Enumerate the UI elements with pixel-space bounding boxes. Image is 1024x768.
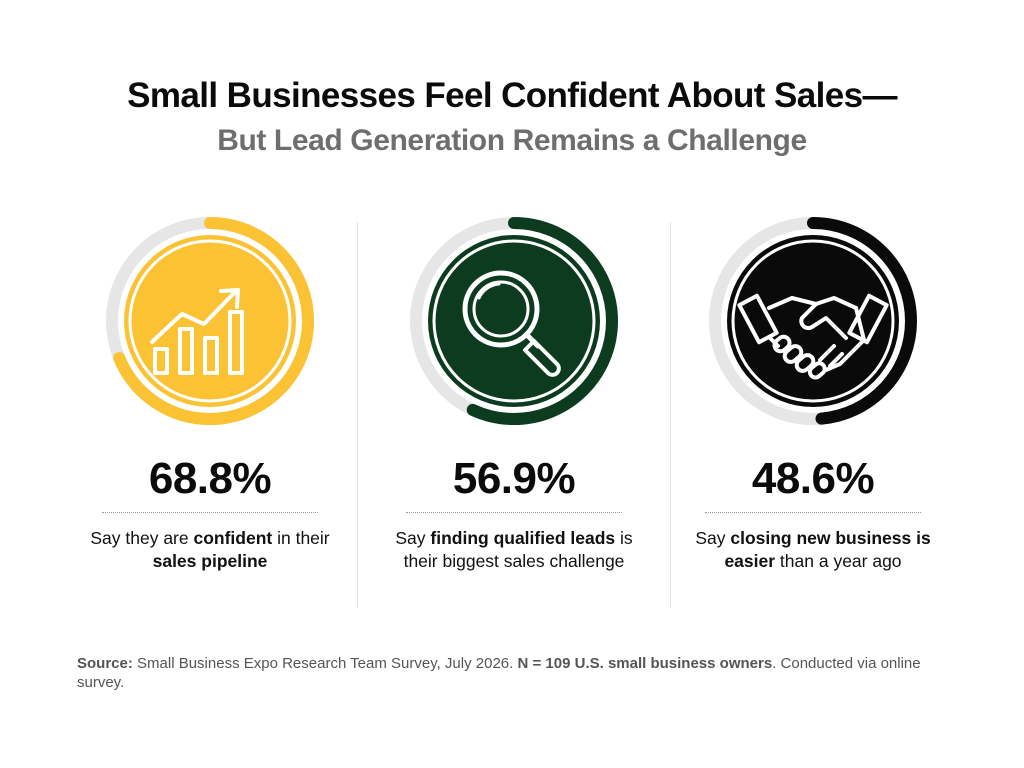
dotted-separator [102,512,318,513]
ring-progress [709,217,917,425]
description-text: than a year ago [775,551,902,571]
dotted-separator [705,512,921,513]
description-text: is their biggest sales challenge [403,528,633,571]
stat-sales-pipeline: 68.8% Say they are confident in their sa… [80,214,340,614]
source-note: Source: Small Business Expo Research Tea… [77,654,957,692]
description-text: Say [395,528,431,548]
ring-inner-outline [432,239,596,403]
description-emphasis: sales pipeline [152,551,268,571]
column-divider [670,222,671,608]
percentage-value: 48.6% [751,454,875,503]
source-text: Small Business Expo Research Team Survey… [132,655,518,672]
column-divider [357,222,358,608]
bar-chart-growth-icon [150,288,244,375]
stat-closing-business: 48.6% Say closing new business is easier… [683,214,943,614]
description-emphasis: closing new business is easier [724,528,931,571]
ring-progress [106,217,314,425]
progress-ring [407,214,621,428]
progress-ring [706,214,920,428]
description-text: Say [695,528,731,548]
description-emphasis: confident [193,528,273,548]
stat-description: Say finding qualified leads is their big… [384,527,644,573]
source-label: Source: [77,655,133,672]
handshake-icon [737,293,889,380]
ring-center-disc [727,235,899,407]
description-emphasis: finding qualified leads [430,528,616,548]
progress-ring-svg [106,217,314,425]
progress-ring [103,214,317,428]
dotted-separator [406,512,622,513]
infographic-subtitle: But Lead Generation Remains a Challenge [217,124,807,157]
description-text: in their [272,528,330,548]
ring-inner-outline [731,239,895,403]
ring-center-disc [428,235,600,407]
ring-center-disc [124,235,296,407]
progress-ring-svg [410,217,618,425]
stat-description: Say closing new business is easier than … [683,527,943,573]
ring-inner-outline [128,239,292,403]
infographic-title: Small Businesses Feel Confident About Sa… [127,76,897,115]
source-tail: . Conducted via online survey. [77,655,921,691]
percentage-value: 56.9% [452,454,576,503]
stat-qualified-leads: 56.9% Say finding qualified leads is the… [384,214,644,614]
stat-description: Say they are confident in their sales pi… [80,527,340,573]
percentage-value: 68.8% [148,454,272,503]
sample-size: N = 109 U.S. small business owners [517,655,773,672]
description-text: Say they are [90,528,194,548]
magnifying-glass-icon [462,270,561,377]
ring-progress [410,217,618,425]
progress-ring-svg [709,217,917,425]
